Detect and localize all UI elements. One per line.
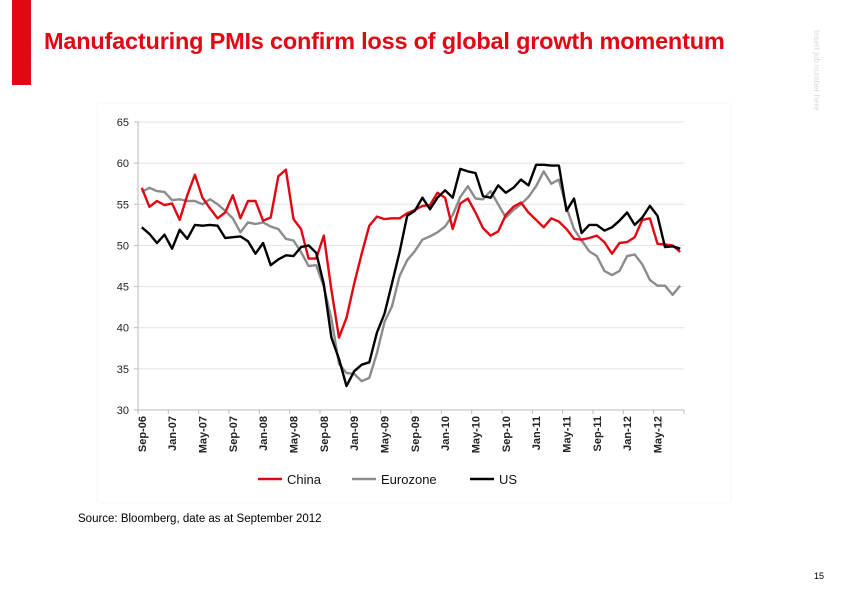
x-tick-label: Sep-09 bbox=[410, 416, 422, 452]
job-number: Insert job number here bbox=[812, 30, 821, 111]
x-tick-label: Jan-08 bbox=[258, 416, 270, 451]
legend-label-eurozone: Eurozone bbox=[381, 472, 437, 487]
y-tick-label: 45 bbox=[117, 282, 129, 294]
chart: 30 35 40 45 50 55 60 65 Sep-06 Jan-07 May-07 Sep-07… bbox=[98, 104, 730, 502]
slide-title: Manufacturing PMIs confirm loss of globa… bbox=[44, 28, 725, 54]
x-tick-label: May-08 bbox=[288, 416, 300, 453]
x-tick-label: May-12 bbox=[652, 416, 664, 453]
x-tick-label: Jan-09 bbox=[349, 416, 361, 451]
x-tick-label: Sep-10 bbox=[501, 416, 513, 452]
y-tick-label: 30 bbox=[117, 405, 129, 417]
y-tick-label: 65 bbox=[117, 117, 129, 129]
x-tick-label: Sep-06 bbox=[137, 416, 149, 452]
pmi-line-chart: 30 35 40 45 50 55 60 65 Sep-06 Jan-07 May-07 Sep-07… bbox=[117, 117, 685, 487]
series-line-us bbox=[141, 163, 681, 388]
x-tick-label: May-11 bbox=[561, 416, 573, 453]
y-tick-label: 50 bbox=[117, 240, 129, 252]
source-note: Source: Bloomberg, date as at September … bbox=[78, 513, 322, 525]
x-tick-label: May-10 bbox=[470, 416, 482, 453]
x-tick-label: Sep-07 bbox=[228, 416, 240, 452]
x-tick-label: Jan-07 bbox=[167, 416, 179, 451]
accent-bar bbox=[12, 0, 31, 85]
legend-label-china: China bbox=[287, 472, 322, 487]
y-tick-label: 60 bbox=[117, 158, 129, 170]
x-tick-label: Jan-11 bbox=[531, 416, 543, 450]
y-tick-label: 35 bbox=[117, 364, 129, 376]
x-tick-label: May-07 bbox=[197, 416, 209, 453]
legend-label-us: US bbox=[499, 472, 517, 487]
series-line-china bbox=[140, 168, 681, 339]
y-tick-label: 55 bbox=[117, 199, 129, 211]
page-number: 15 bbox=[814, 571, 825, 581]
x-tick-label: Jan-12 bbox=[622, 416, 634, 451]
series-line-eurozone bbox=[141, 170, 682, 383]
x-tick-label: May-09 bbox=[379, 416, 391, 453]
x-tick-label: Sep-11 bbox=[592, 416, 604, 451]
y-tick-label: 40 bbox=[117, 323, 129, 335]
x-tick-label: Sep-08 bbox=[319, 416, 331, 452]
x-tick-label: Jan-10 bbox=[440, 416, 452, 451]
